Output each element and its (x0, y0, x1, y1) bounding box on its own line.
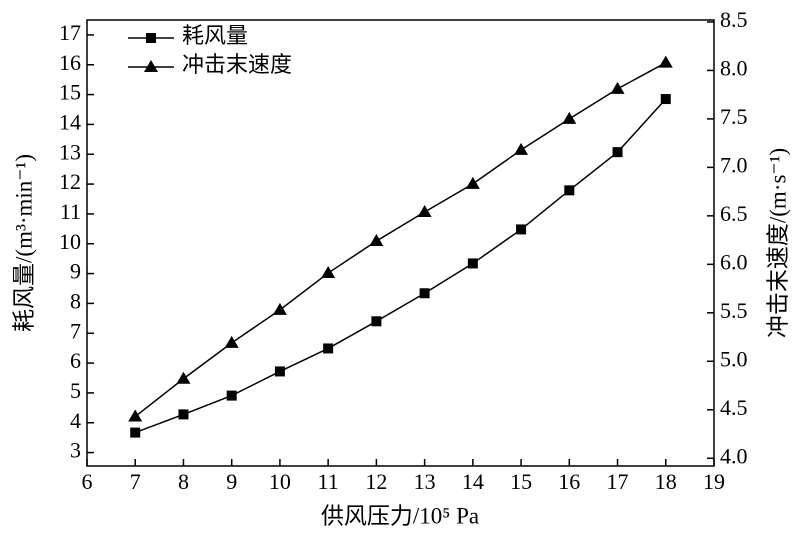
series-line (134, 62, 667, 418)
data-point (321, 266, 336, 279)
y2-tick-label: 5.0 (720, 346, 748, 371)
y-tick-label: 16 (59, 50, 81, 75)
y-tick-label: 13 (59, 139, 81, 164)
y-tick-label: 8 (70, 288, 81, 313)
data-point (130, 427, 141, 438)
y-tick-label: 9 (70, 259, 81, 284)
x-tick-label: 12 (365, 469, 387, 494)
legend-marker (146, 33, 156, 43)
x-axis-title: 供风压力/10⁵ Pa (321, 503, 479, 528)
y-axis-title: 耗风量/(m³·min⁻¹) (11, 154, 36, 332)
y2-tick-label: 7.5 (720, 104, 748, 129)
x-tick-label: 10 (269, 469, 291, 494)
data-point (371, 316, 382, 327)
x-tick-label: 16 (558, 469, 580, 494)
y2-tick-label: 8.5 (720, 7, 748, 32)
x-tick-label: 13 (414, 469, 436, 494)
y-tick-label: 7 (70, 318, 81, 343)
y2-axis-title: 冲击末速度/(m·s⁻¹) (765, 148, 790, 338)
y-tick-label: 17 (59, 20, 81, 45)
x-tick-label: 15 (510, 469, 532, 494)
data-point (610, 81, 625, 94)
x-tick-label: 19 (703, 469, 725, 494)
series-line (134, 98, 667, 434)
x-tick-label: 7 (130, 469, 141, 494)
data-point (323, 343, 334, 354)
legend-marker (144, 60, 158, 72)
x-tick-label: 17 (607, 469, 629, 494)
y2-tick-label: 6.0 (720, 249, 748, 274)
y-tick-label: 15 (59, 80, 81, 105)
x-tick-label: 11 (318, 469, 339, 494)
data-point (226, 390, 237, 401)
data-point (176, 371, 191, 384)
y-tick-label: 6 (70, 348, 81, 373)
x-tick-label: 8 (178, 469, 189, 494)
y-tick-label: 4 (70, 408, 81, 433)
legend-label: 耗风量 (182, 23, 248, 48)
data-point (465, 176, 480, 189)
y-tick-label: 12 (59, 169, 81, 194)
x-tick-label: 14 (462, 469, 484, 494)
y-tick-label: 10 (59, 229, 81, 254)
data-point (564, 185, 575, 196)
y-tick-label: 5 (70, 378, 81, 403)
data-point (514, 142, 529, 155)
x-tick-label: 9 (226, 469, 237, 494)
data-point (224, 335, 239, 348)
legend-label: 冲击末速度 (182, 52, 292, 77)
y-tick-label: 11 (60, 199, 81, 224)
data-point (612, 147, 623, 158)
data-point (419, 288, 430, 299)
y-tick-label: 14 (59, 109, 81, 134)
data-point (272, 302, 287, 315)
data-point (274, 366, 285, 377)
data-point (417, 204, 432, 217)
data-point (658, 55, 673, 68)
data-point (562, 111, 577, 124)
data-point (128, 409, 143, 422)
y-tick-label: 3 (70, 438, 81, 463)
y2-tick-label: 5.5 (720, 298, 748, 323)
data-point (660, 94, 671, 105)
y2-tick-label: 6.5 (720, 201, 748, 226)
x-tick-label: 18 (655, 469, 677, 494)
data-point (178, 409, 189, 420)
data-point (516, 224, 527, 235)
data-point (467, 258, 478, 269)
y2-tick-label: 8.0 (720, 55, 748, 80)
data-point (369, 234, 384, 247)
x-tick-label: 6 (82, 469, 93, 494)
y2-tick-label: 7.0 (720, 152, 748, 177)
y2-tick-label: 4.0 (720, 443, 748, 468)
y2-tick-label: 4.5 (720, 395, 748, 420)
